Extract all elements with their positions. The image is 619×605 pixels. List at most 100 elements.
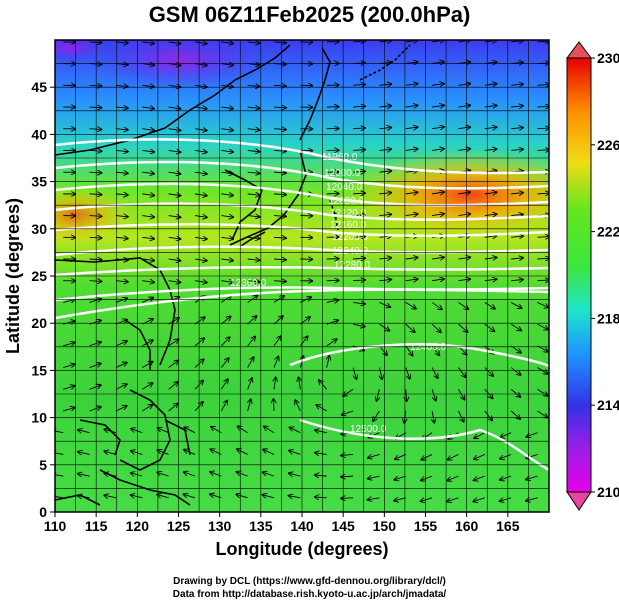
streamline-arrow <box>247 194 260 195</box>
streamline-arrow <box>510 323 521 330</box>
streamline-arrow <box>236 494 248 499</box>
streamline-arrow <box>63 408 74 412</box>
streamline-arrow <box>273 172 286 173</box>
streamline-arrow <box>484 105 497 107</box>
x-tick-label: 145 <box>331 518 355 534</box>
streamline-arrow <box>295 400 301 412</box>
coastline-map <box>55 44 411 506</box>
streamline-arrow <box>115 406 127 412</box>
streamline-arrow <box>432 279 444 281</box>
colorbar: 210 214 218 222 226 230 <box>566 41 619 511</box>
streamline-arrow <box>142 107 154 109</box>
streamline-arrow <box>484 279 497 281</box>
streamline-arrow <box>273 107 286 108</box>
contour-line <box>55 160 549 190</box>
streamline-arrow <box>184 450 196 455</box>
streamline-arrow <box>537 41 549 42</box>
streamline-arrow <box>115 259 128 260</box>
streamline-arrow <box>484 236 497 238</box>
streamline-arrow <box>273 281 286 282</box>
streamline-arrow <box>511 128 523 129</box>
y-tick-label: 40 <box>31 126 47 142</box>
streamline-arrow <box>142 42 154 44</box>
streamline-arrow <box>405 149 418 151</box>
credit-drawing: Drawing by DCL (https://www.gfd-dennou.o… <box>173 576 446 587</box>
contour-label: 12280.0 <box>334 260 371 271</box>
streamline-arrow <box>273 129 286 130</box>
streamline-arrow <box>458 323 467 332</box>
streamline-arrow <box>115 298 127 303</box>
streamline-arrow <box>89 363 101 368</box>
streamline-arrow <box>373 410 380 421</box>
streamline-arrow <box>194 42 207 44</box>
streamline-arrow <box>484 84 497 86</box>
streamline-arrow <box>194 338 204 347</box>
streamline-arrow <box>274 377 276 390</box>
streamline-arrow <box>511 41 523 42</box>
streamline-arrow <box>447 497 459 502</box>
x-axis: 110 115 120 125 130 135 140 145 150 155 160 165 <box>44 512 520 534</box>
streamline-arrow <box>473 497 485 502</box>
streamline-arrow <box>394 475 406 480</box>
streamline-arrow <box>537 106 549 107</box>
streamline-arrow <box>379 41 391 42</box>
streamline-arrow <box>168 360 179 368</box>
streamline-arrow <box>432 214 444 216</box>
streamline-arrow <box>55 496 64 498</box>
streamline-arrow <box>194 129 207 131</box>
streamline-arrow <box>89 129 102 130</box>
contour-label: 12160.0 <box>330 220 367 231</box>
y-tick-label: 5 <box>39 457 47 473</box>
streamline-arrow <box>458 257 470 259</box>
streamline-arrow <box>458 127 470 129</box>
streamline-arrow <box>194 237 207 239</box>
contour-line <box>289 343 549 368</box>
streamline-arrow <box>221 129 233 131</box>
streamline-arrow <box>263 449 275 455</box>
streamline-arrow <box>89 237 102 238</box>
streamline-arrow <box>379 258 391 259</box>
streamline-arrow <box>379 345 387 355</box>
streamline-arrow <box>273 237 286 238</box>
streamline-arrow <box>537 410 547 418</box>
streamline-arrow <box>142 85 154 87</box>
contour-label: 12000.0 <box>324 168 361 179</box>
streamline-arrow <box>511 280 523 281</box>
colorbar-tick-label: 210 <box>597 484 619 500</box>
streamline-arrow <box>368 498 380 500</box>
y-tick-label: 45 <box>31 79 47 95</box>
contour-label: 12040.0 <box>326 182 363 193</box>
streamline-arrow <box>405 257 418 259</box>
streamline-arrow <box>63 386 74 390</box>
streamline-arrow <box>142 362 152 368</box>
contour-labels: 11960.0 12000.0 12040.0 12080.012120.012160… <box>230 152 447 435</box>
chart-title: GSM 06Z11Feb2025 (200.0hPa) <box>148 2 471 27</box>
streamline-arrow <box>247 85 260 86</box>
streamline-arrow <box>500 453 512 458</box>
streamline-arrow <box>220 379 228 390</box>
streamline-arrow <box>458 214 470 216</box>
streamline-arrow <box>115 281 128 282</box>
streamline-arrow <box>221 296 231 303</box>
streamline-arrow <box>353 150 365 151</box>
streamline-arrow <box>341 498 354 499</box>
streamline-arrow <box>379 367 382 380</box>
streamline-arrow <box>247 316 257 325</box>
y-tick-label: 0 <box>39 504 47 520</box>
streamline-arrow <box>379 84 391 85</box>
streamline-arrow <box>432 127 444 129</box>
streamline-arrow <box>221 316 230 325</box>
x-tick-label: 140 <box>290 518 314 534</box>
streamline-arrow <box>379 193 391 194</box>
streamline-arrow <box>247 216 260 217</box>
streamline-arrow <box>194 85 207 87</box>
streamline-arrow <box>405 127 418 129</box>
streamline-arrow <box>273 150 286 151</box>
streamline-arrow <box>247 357 254 368</box>
streamline-arrow <box>432 105 444 107</box>
streamline-arrow <box>484 323 495 331</box>
streamline-arrow <box>405 105 418 107</box>
streamline-arrow <box>421 497 433 501</box>
streamline-arrow <box>142 194 154 196</box>
